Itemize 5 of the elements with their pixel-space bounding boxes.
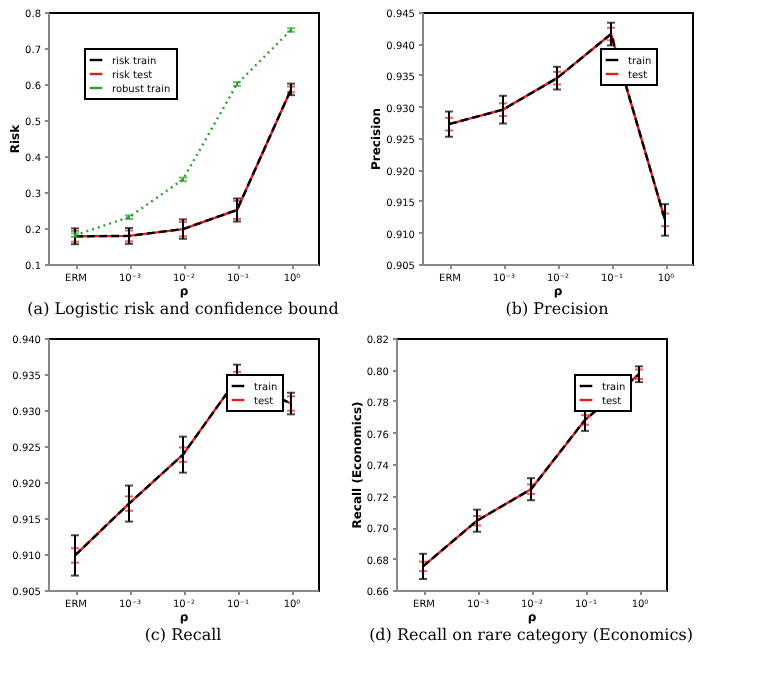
text: (b) Precision [505,300,609,318]
text: (c) Recall [144,626,223,644]
line-series [73,88,293,238]
text: (a) Logistic risk and confidence bound [27,300,339,318]
text: (d) Recall on rare category (Economics) [369,626,693,644]
